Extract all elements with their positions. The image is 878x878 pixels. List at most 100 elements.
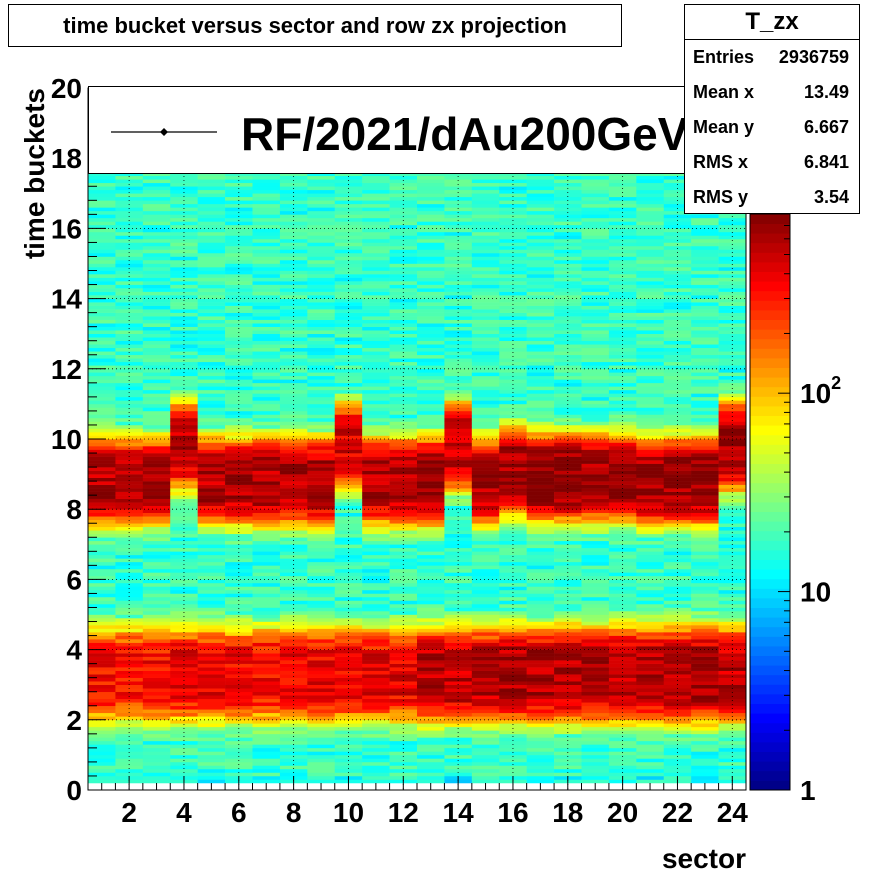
heatmap-cell: [691, 537, 719, 542]
heatmap-cell: [581, 603, 610, 608]
heatmap-cell: [362, 207, 390, 212]
heatmap-cell: [608, 446, 637, 450]
heatmap-cell: [225, 751, 253, 756]
heatmap-cell: [225, 537, 253, 542]
heatmap-cell: [608, 533, 637, 538]
heatmap-cell: [554, 319, 582, 324]
heatmap-cell: [142, 453, 171, 457]
heatmap-cell: [554, 446, 582, 450]
heatmap-cell: [389, 344, 418, 349]
heatmap-cell: [88, 252, 116, 257]
heatmap-cell: [389, 256, 418, 261]
heatmap-cell: [252, 765, 281, 770]
heatmap-cell: [279, 221, 308, 226]
heatmap-cell: [471, 775, 500, 780]
heatmap-cell: [307, 238, 336, 243]
heatmap-cell: [142, 768, 171, 773]
heatmap-cell: [691, 453, 719, 457]
heatmap-cell: [197, 632, 226, 636]
heatmap-cell: [170, 575, 198, 580]
heatmap-cell: [691, 705, 719, 710]
heatmap-cell: [608, 733, 637, 738]
heatmap-cell: [389, 565, 418, 570]
heatmap-cell: [608, 491, 637, 496]
heatmap-cell: [471, 484, 500, 489]
heatmap-cell: [307, 481, 336, 485]
heatmap-cell: [471, 649, 500, 654]
heatmap-cell: [389, 596, 418, 601]
heatmap-cell: [471, 582, 500, 587]
heatmap-cell: [334, 491, 363, 496]
heatmap-cell: [526, 495, 555, 499]
heatmap-cell: [499, 365, 527, 370]
heatmap-cell: [636, 207, 665, 212]
heatmap-cell: [307, 526, 336, 531]
heatmap-cell: [581, 417, 610, 422]
heatmap-cell: [554, 231, 582, 236]
heatmap-cell: [307, 621, 336, 626]
heatmap-cell: [307, 330, 336, 334]
heatmap-cell: [389, 765, 418, 770]
heatmap-cell: [718, 449, 747, 454]
heatmap-cell: [663, 600, 692, 605]
heatmap-cell: [636, 172, 665, 177]
heatmap-cell: [526, 667, 555, 671]
heatmap-cell: [307, 754, 336, 759]
heatmap-cell: [499, 512, 527, 517]
heatmap-cell: [499, 249, 527, 254]
heatmap-cell: [691, 407, 719, 412]
heatmap-cell: [526, 491, 555, 496]
heatmap-cell: [170, 495, 198, 499]
palette-segment: [750, 713, 790, 724]
heatmap-cell: [389, 533, 418, 538]
heatmap-cell: [197, 575, 226, 580]
heatmap-cell: [636, 337, 665, 342]
heatmap-cell: [554, 681, 582, 685]
heatmap-cell: [499, 351, 527, 356]
heatmap-cell: [142, 302, 171, 306]
heatmap-cell: [88, 740, 116, 745]
heatmap-cell: [252, 663, 281, 668]
heatmap-cell: [115, 361, 144, 366]
heatmap-cell: [279, 249, 308, 254]
heatmap-cell: [636, 340, 665, 345]
heatmap-cell: [417, 740, 445, 745]
heatmap-cell: [608, 716, 637, 721]
heatmap-cell: [252, 733, 281, 738]
heatmap-cell: [88, 547, 116, 552]
heatmap-cell: [471, 498, 500, 503]
heatmap-cell: [499, 277, 527, 282]
heatmap-cell: [581, 526, 610, 531]
heatmap-cell: [471, 256, 500, 261]
heatmap-cell: [170, 660, 198, 664]
heatmap-cell: [362, 484, 390, 489]
heatmap-cell: [252, 351, 281, 356]
heatmap-cell: [581, 477, 610, 482]
heatmap-cell: [88, 779, 116, 784]
heatmap-cell: [362, 733, 390, 738]
heatmap-cell: [362, 337, 390, 342]
heatmap-cell: [691, 333, 719, 338]
heatmap-cell: [362, 632, 390, 636]
heatmap-cell: [142, 186, 171, 191]
heatmap-cell: [170, 600, 198, 605]
heatmap-cell: [471, 435, 500, 440]
heatmap-cell: [554, 263, 582, 268]
heatmap-cell: [608, 193, 637, 198]
heatmap-cell: [526, 337, 555, 342]
heatmap-cell: [115, 379, 144, 384]
heatmap-cell: [334, 628, 363, 633]
heatmap-cell: [636, 537, 665, 542]
heatmap-cell: [499, 491, 527, 496]
heatmap-cell: [636, 775, 665, 780]
heatmap-cell: [554, 607, 582, 612]
heatmap-cell: [581, 424, 610, 429]
heatmap-cell: [389, 607, 418, 612]
heatmap-cell: [88, 361, 116, 366]
heatmap-cell: [691, 512, 719, 517]
heatmap-cell: [471, 200, 500, 205]
heatmap-cell: [444, 509, 473, 514]
heatmap-cell: [471, 305, 500, 310]
heatmap-cell: [636, 544, 665, 549]
heatmap-cell: [444, 228, 473, 233]
